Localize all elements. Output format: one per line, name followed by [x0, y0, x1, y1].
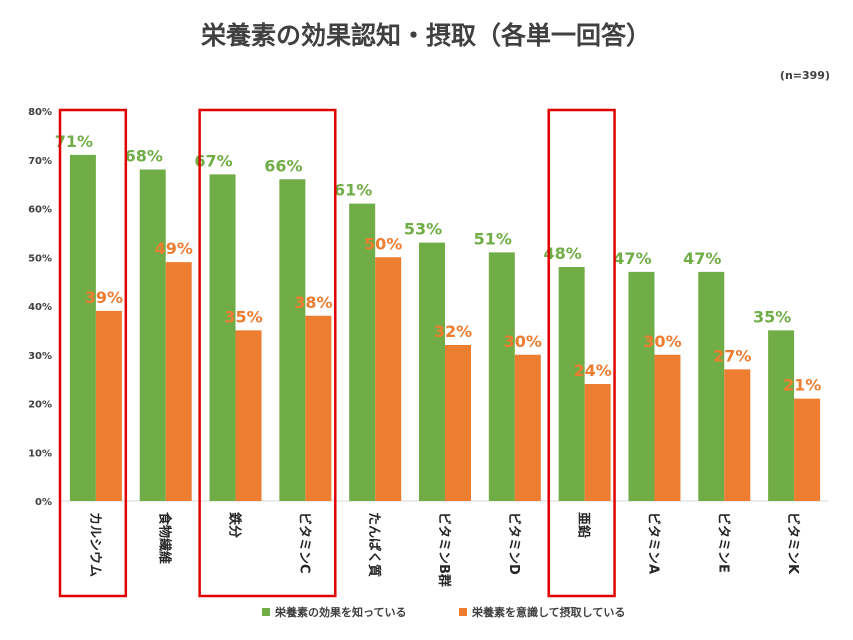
y-tick-label: 80%: [28, 107, 52, 118]
data-label: 24%: [573, 361, 611, 380]
data-label: 35%: [224, 307, 262, 326]
data-label: 51%: [474, 229, 512, 248]
data-label: 61%: [334, 181, 372, 200]
bar-consumed: [445, 345, 471, 501]
data-label: 48%: [543, 244, 581, 263]
data-label: 68%: [125, 147, 163, 166]
legend: 栄養素の効果を知っている 栄養素を意識して摂取している: [262, 605, 625, 619]
data-label: 32%: [434, 322, 472, 341]
bars: [69, 154, 821, 501]
category-label: 食物繊維: [157, 512, 173, 564]
data-label: 50%: [364, 234, 402, 253]
highlight-box: [547, 108, 616, 598]
bar-consumed: [165, 262, 192, 501]
category-label: 鉄分: [227, 512, 243, 538]
legend-label: 栄養素を意識して摂取している: [471, 605, 625, 619]
data-label: 49%: [155, 239, 193, 258]
bar-known: [419, 242, 445, 501]
bar-consumed: [305, 315, 332, 501]
y-tick-label: 10%: [28, 448, 52, 459]
legend-label: 栄養素の効果を知っている: [274, 605, 406, 619]
category-labels: カルシウム 食物繊維 鉄分 ビタミンC たんぱく質 ビタミンB群 ビタミンD 亜鉛 ビタミンA ビ…: [87, 512, 801, 587]
legend-swatch: [262, 608, 270, 616]
y-tick-label: 30%: [28, 351, 52, 362]
bar-consumed: [95, 310, 122, 501]
category-label: ビタミンK: [785, 512, 801, 575]
y-tick-label: 40%: [28, 302, 52, 313]
data-label: 30%: [504, 332, 542, 351]
bar-consumed: [724, 369, 751, 501]
category-label: カルシウム: [87, 512, 102, 577]
data-label: 53%: [404, 220, 442, 239]
data-label: 66%: [264, 156, 302, 175]
category-label: ビタミンE: [715, 512, 731, 573]
highlight-boxes: [58, 108, 616, 598]
category-label: たんぱく質: [366, 512, 382, 577]
y-tick-label: 0%: [35, 497, 52, 508]
highlight-box: [198, 108, 337, 598]
data-label: 71%: [55, 132, 93, 151]
bar-known: [69, 154, 96, 501]
bar-known: [139, 169, 166, 501]
category-label: 亜鉛: [576, 512, 592, 538]
legend-swatch: [459, 608, 467, 616]
bar-known: [558, 267, 585, 501]
y-tick-label: 70%: [28, 156, 52, 167]
category-label: ビタミンB群: [436, 512, 452, 587]
bar-known: [488, 252, 515, 501]
category-label: ビタミンD: [506, 512, 522, 575]
bar-consumed: [654, 354, 681, 501]
bar-consumed: [794, 398, 821, 501]
y-tick-label: 60%: [28, 205, 52, 216]
data-label: 47%: [613, 249, 651, 268]
category-label: ビタミンA: [645, 512, 661, 574]
chart-title: 栄養素の効果認知・摂取（各単一回答）: [200, 21, 651, 50]
bar-known: [698, 271, 725, 501]
data-label: 30%: [643, 332, 681, 351]
data-label: 35%: [753, 307, 791, 326]
bar-known: [279, 179, 306, 501]
bar-consumed: [235, 330, 262, 501]
category-label: ビタミンC: [296, 512, 312, 574]
data-label: 27%: [713, 346, 751, 365]
y-axis: 0% 10% 20% 30% 40% 50% 60% 70% 80%: [28, 107, 52, 508]
sample-size-note: (n=399): [780, 69, 830, 82]
data-label: 39%: [85, 288, 123, 307]
bar-consumed: [584, 384, 611, 501]
data-label: 21%: [783, 376, 821, 395]
data-label: 47%: [683, 249, 721, 268]
bar-consumed: [514, 354, 541, 501]
bar-known: [628, 271, 655, 501]
bar-known: [209, 174, 236, 501]
bar-consumed: [375, 257, 402, 501]
bar-known: [349, 203, 376, 501]
data-label: 67%: [194, 151, 232, 170]
y-tick-label: 50%: [28, 253, 52, 264]
bar-known: [768, 330, 795, 501]
y-tick-label: 20%: [28, 400, 52, 411]
data-label: 38%: [294, 293, 332, 312]
highlight-box: [58, 108, 128, 598]
data-labels: 71% 39% 68% 49% 67% 35% 66% 38% 61% 50%53% 32% 51% 3…: [55, 132, 821, 395]
